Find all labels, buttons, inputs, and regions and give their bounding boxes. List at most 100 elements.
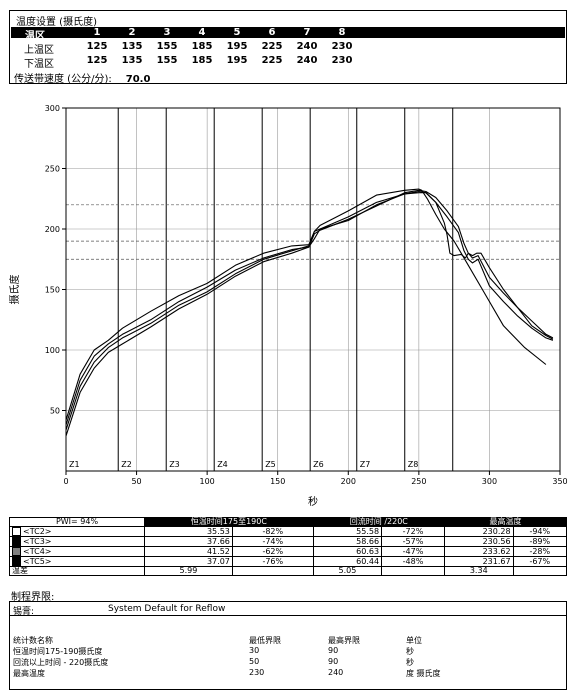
zone-number: 3 [163,27,171,38]
x-tick-label: 250 [411,477,426,486]
peak-temp-value: 230.56 [482,536,511,546]
series-line-tc5 [65,192,554,437]
x-tick-label: 50 [131,477,141,486]
setting-value: 230 [331,41,353,52]
zone-label: Z8 [408,460,419,469]
solder-value: System Default for Reflow [108,604,226,614]
setting-value: 225 [261,41,283,52]
soak-time-value: 37.66 [206,536,230,546]
x-tick-label: 100 [200,477,215,486]
plot-frame [65,107,561,472]
stats-header-row: PWI= 94% 恒温时间175至190C 回流时间 /220C 最高温度 [9,517,568,527]
stats-series-name: <TC5> [23,557,52,566]
peak-temp-value: 231.67 [482,556,511,566]
solder-label: 锡膏: [13,607,35,617]
profile-stats-table: PWI= 94% 恒温时间175至190C 回流时间 /220C 最高温度 <T… [9,517,568,576]
limit-max: 90 [328,646,339,655]
setting-value: 195 [226,41,248,52]
limits-header-name: 统计数名称 [13,636,53,645]
conveyor-speed-label: 传送带速度 (公分/分): [14,74,112,85]
limit-max: 90 [328,657,339,666]
row-label: 上温区 [24,45,54,56]
limit-min: 30 [249,646,260,655]
chart-grid [65,107,561,471]
temperature-profile-chart: Z1 Z2 Z3 Z4 Z5 Z6 Z7 Z8 50 100 150 200 250 300 0 50 100… [8,104,568,508]
zone-label: Z7 [360,460,371,469]
limit-name: 最高温度 [13,669,45,678]
stats-row: <TC5> 37.07 -76% 60.44 -48% 231.67 -67% [9,556,568,567]
reflow-time-value: 58.66 [356,536,380,546]
delta-value: 3.34 [443,566,514,576]
lower-zone-row: 下温区 125 135 155 185 195 225 240 230 [10,55,566,70]
zone-label: Z2 [121,460,132,469]
soak-time-header: 恒温时间175至190C [144,517,314,527]
limits-header-unit: 单位 [406,636,422,645]
limit-min: 230 [249,668,265,677]
zone-number: 2 [128,27,136,38]
zone-header-row: 温区 1 2 3 4 5 6 7 8 [11,27,565,42]
peak-temp-pwi: -28% [529,546,551,556]
reflow-time-header: 回流时间 /220C [312,517,445,527]
reflow-time-pwi: -48% [402,556,424,566]
setting-value: 135 [121,55,143,66]
series-line-tc3 [65,189,554,426]
x-tick-label: 150 [270,477,285,486]
peak-temp-pwi: -89% [529,536,551,546]
soak-time-pwi: -82% [262,526,284,536]
zone-number: 4 [198,27,206,38]
reflow-time-value: 55.58 [356,526,380,536]
soak-time-pwi: -62% [262,546,284,556]
reflow-time-value: 60.63 [356,546,380,556]
setting-value: 155 [156,41,178,52]
conveyor-speed-value: 70.0 [125,74,151,85]
setting-value: 125 [86,55,108,66]
reflow-time-pwi: -57% [402,536,424,546]
x-tick-label: 350 [552,477,567,486]
upper-zone-row: 上温区 125 135 155 185 195 225 240 230 [10,41,566,56]
y-tick-label: 200 [45,225,60,234]
zone-number: 1 [93,27,101,38]
limit-name: 恒温时间175-190摄氏度 [13,647,103,656]
delta-label: 温差 [9,566,145,576]
x-tick-label: 300 [482,477,497,486]
reflow-time-pwi: -72% [402,526,424,536]
zone-number: 5 [233,27,241,38]
limit-min: 50 [249,657,260,666]
reference-lines [66,204,560,260]
setting-value: 240 [296,41,318,52]
limit-max: 240 [328,668,344,677]
setting-value: 185 [191,41,213,52]
zone-label: Z1 [69,460,80,469]
x-tick-label: 0 [63,477,68,486]
zone-number: 6 [268,27,276,38]
setting-value: 185 [191,55,213,66]
stats-row: <TC2> 35.53 -82% 55.58 -72% 230.28 -94% [9,526,568,537]
x-axis-label: 秒 [308,495,318,508]
stats-row: <TC4> 41.52 -62% 60.63 -47% 233.62 -28% [9,546,568,557]
limit-unit: 秒 [406,658,414,667]
stats-series-name: <TC4> [23,547,52,556]
peak-temp-header: 最高温度 [443,517,568,527]
y-tick-label: 100 [45,346,60,355]
y-tick-label: 300 [45,104,60,113]
zone-settings-table: 温度设置 (摄氏度) 温区 1 2 3 4 5 6 7 8 上温区 125 13… [9,10,567,85]
stats-row: <TC3> 37.66 -74% 58.66 -57% 230.56 -89% [9,536,568,547]
series-color-swatch [12,547,21,556]
setting-value: 195 [226,55,248,66]
stats-series-name: <TC3> [23,537,52,546]
limit-unit: 度 摄氏度 [406,669,441,678]
process-limits-title: 制程界限: [11,592,55,603]
limits-header-max: 最高界限 [328,636,360,645]
series-color-swatch [12,537,21,546]
soak-time-value: 37.07 [206,556,230,566]
peak-temp-pwi: -94% [529,526,551,536]
zone-header-label: 温区 [25,31,45,42]
soak-time-pwi: -74% [262,536,284,546]
y-tick-label: 50 [50,407,60,416]
series-line-tc2 [65,190,554,431]
reflow-time-value: 60.44 [356,556,380,566]
row-label: 下温区 [24,59,54,70]
soak-time-pwi: -76% [262,556,284,566]
peak-temp-value: 233.62 [482,546,511,556]
setting-value: 125 [86,41,108,52]
